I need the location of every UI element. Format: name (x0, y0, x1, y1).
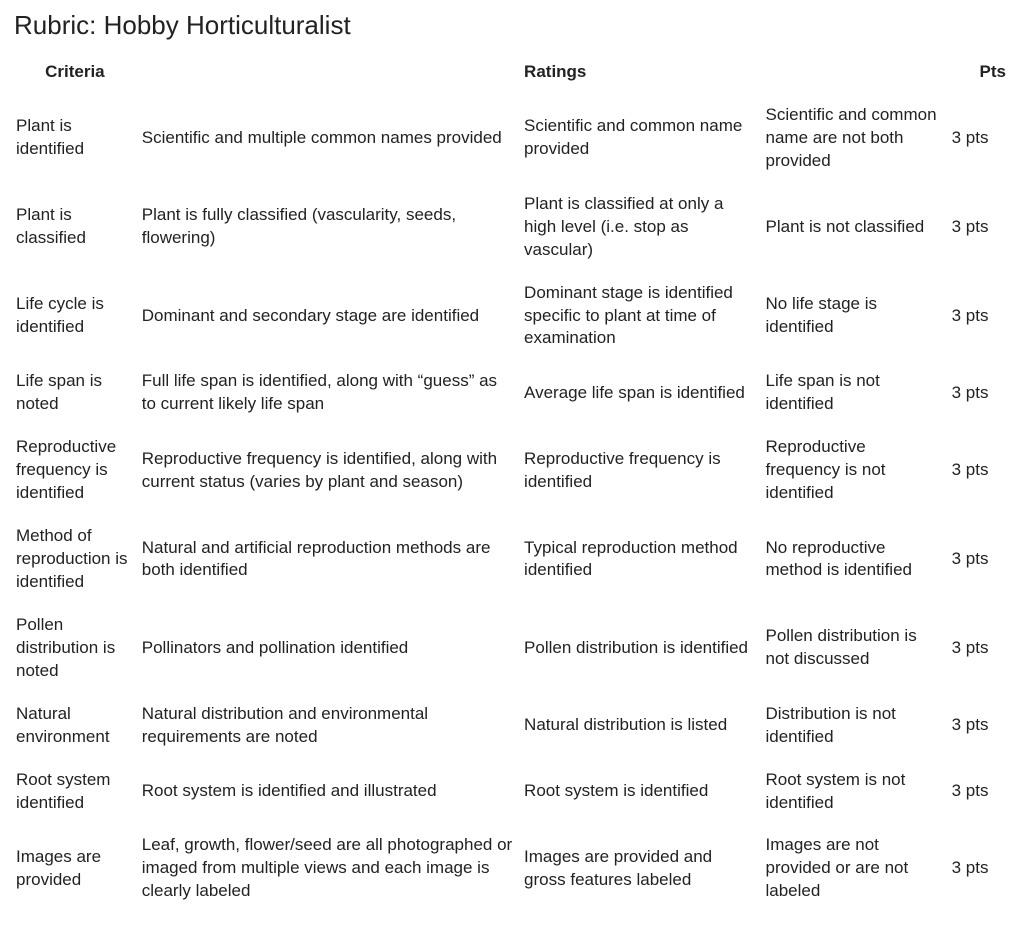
cell-criteria: Plant is classified (14, 183, 140, 272)
rubric-table: Criteria Ratings Pts Plant is identified… (14, 55, 1010, 913)
rubric-page: Rubric: Hobby Horticulturalist Criteria … (0, 0, 1024, 933)
cell-pts: 3 pts (950, 604, 1010, 693)
cell-rating-2: Images are provided and gross features l… (522, 824, 763, 913)
cell-rating-1: Scientific and multiple common names pro… (140, 94, 522, 183)
cell-rating-3: Life span is not identified (764, 360, 950, 426)
table-row: Life span is noted Full life span is ide… (14, 360, 1010, 426)
cell-rating-1: Root system is identified and illustrate… (140, 759, 522, 825)
cell-criteria: Pollen distribution is noted (14, 604, 140, 693)
cell-rating-2: Dominant stage is identified specific to… (522, 272, 763, 361)
cell-rating-2: Plant is classified at only a high level… (522, 183, 763, 272)
cell-criteria: Root system identified (14, 759, 140, 825)
cell-criteria: Life cycle is identified (14, 272, 140, 361)
table-header-row: Criteria Ratings Pts (14, 55, 1010, 94)
cell-pts: 3 pts (950, 360, 1010, 426)
cell-rating-3: Pollen distribution is not discussed (764, 604, 950, 693)
cell-rating-3: Plant is not classified (764, 183, 950, 272)
cell-rating-2: Reproductive frequency is identified (522, 426, 763, 515)
table-row: Root system identified Root system is id… (14, 759, 1010, 825)
cell-pts: 3 pts (950, 94, 1010, 183)
page-title: Rubric: Hobby Horticulturalist (14, 10, 1010, 41)
table-row: Reproductive frequency is identified Rep… (14, 426, 1010, 515)
cell-rating-2: Average life span is identified (522, 360, 763, 426)
cell-pts: 3 pts (950, 426, 1010, 515)
cell-pts: 3 pts (950, 515, 1010, 604)
header-ratings-spacer (140, 55, 522, 94)
table-row: Pollen distribution is noted Pollinators… (14, 604, 1010, 693)
table-row: Life cycle is identified Dominant and se… (14, 272, 1010, 361)
table-row: Natural environment Natural distribution… (14, 693, 1010, 759)
cell-criteria: Plant is identified (14, 94, 140, 183)
cell-rating-1: Leaf, growth, flower/seed are all photog… (140, 824, 522, 913)
cell-pts: 3 pts (950, 272, 1010, 361)
header-pts: Pts (950, 55, 1010, 94)
cell-rating-2: Pollen distribution is identified (522, 604, 763, 693)
cell-pts: 3 pts (950, 824, 1010, 913)
cell-rating-1: Reproductive frequency is identified, al… (140, 426, 522, 515)
header-ratings-spacer-2 (764, 55, 950, 94)
cell-rating-2: Natural distribution is listed (522, 693, 763, 759)
cell-rating-3: Distribution is not identified (764, 693, 950, 759)
cell-rating-1: Natural and artificial reproduction meth… (140, 515, 522, 604)
header-criteria: Criteria (14, 55, 140, 94)
cell-pts: 3 pts (950, 183, 1010, 272)
header-ratings: Ratings (522, 55, 763, 94)
cell-rating-2: Typical reproduction method identified (522, 515, 763, 604)
cell-rating-1: Plant is fully classified (vascularity, … (140, 183, 522, 272)
cell-rating-2: Root system is identified (522, 759, 763, 825)
cell-rating-1: Pollinators and pollination identified (140, 604, 522, 693)
cell-criteria: Method of reproduction is identified (14, 515, 140, 604)
cell-criteria: Natural environment (14, 693, 140, 759)
cell-pts: 3 pts (950, 693, 1010, 759)
table-row: Plant is classified Plant is fully class… (14, 183, 1010, 272)
cell-rating-1: Full life span is identified, along with… (140, 360, 522, 426)
cell-rating-1: Dominant and secondary stage are identif… (140, 272, 522, 361)
cell-criteria: Reproductive frequency is identified (14, 426, 140, 515)
cell-criteria: Life span is noted (14, 360, 140, 426)
cell-rating-3: Root system is not identified (764, 759, 950, 825)
cell-rating-1: Natural distribution and environmental r… (140, 693, 522, 759)
cell-rating-3: Scientific and common name are not both … (764, 94, 950, 183)
table-row: Method of reproduction is identified Nat… (14, 515, 1010, 604)
cell-rating-3: No reproductive method is identified (764, 515, 950, 604)
cell-rating-3: No life stage is identified (764, 272, 950, 361)
cell-rating-3: Reproductive frequency is not identified (764, 426, 950, 515)
cell-pts: 3 pts (950, 759, 1010, 825)
cell-rating-3: Images are not provided or are not label… (764, 824, 950, 913)
table-row: Images are provided Leaf, growth, flower… (14, 824, 1010, 913)
table-row: Plant is identified Scientific and multi… (14, 94, 1010, 183)
cell-rating-2: Scientific and common name provided (522, 94, 763, 183)
cell-criteria: Images are provided (14, 824, 140, 913)
